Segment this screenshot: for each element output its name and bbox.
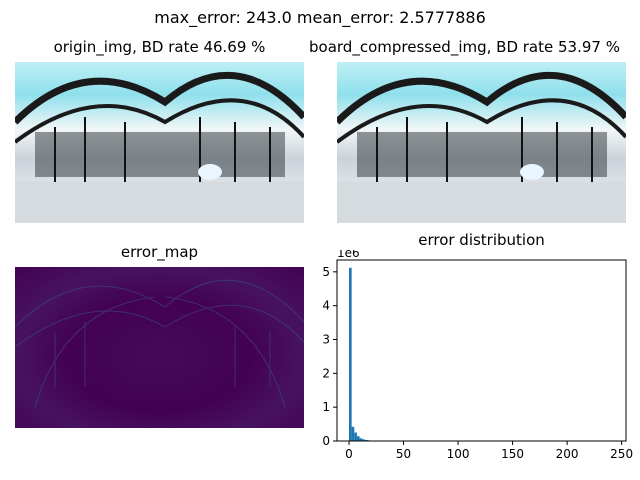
origin-image bbox=[15, 62, 304, 223]
compressed-image bbox=[337, 62, 626, 223]
x-tick-label: 50 bbox=[396, 447, 411, 461]
y-tick-label: 2 bbox=[322, 366, 330, 380]
y-tick-label: 0 bbox=[322, 434, 330, 448]
error-map-edges bbox=[15, 279, 304, 408]
histogram-chart: 0 50 100 150 200 250 0 1 2 3 4 5 1e6 bbox=[322, 250, 633, 461]
histogram-bar bbox=[356, 436, 360, 441]
x-tick-label: 100 bbox=[447, 447, 470, 461]
histogram-plot-area: 0 50 100 150 200 250 0 1 2 3 4 5 1e6 bbox=[322, 250, 633, 461]
y-tick-label: 4 bbox=[322, 299, 330, 313]
x-tick-label: 250 bbox=[610, 447, 633, 461]
origin-image-title: origin_img, BD rate 46.69 % bbox=[53, 38, 266, 56]
y-tick-label: 5 bbox=[322, 265, 330, 279]
histogram-bar bbox=[362, 439, 365, 441]
figure-suptitle: max_error: 243.0 mean_error: 2.5777886 bbox=[154, 8, 486, 27]
histogram-title: error distribution bbox=[418, 231, 545, 249]
x-tick-label: 0 bbox=[345, 447, 353, 461]
histogram-bar bbox=[351, 426, 355, 441]
compressed-image-panorama bbox=[337, 71, 626, 223]
y-tick-label: 1 bbox=[322, 400, 330, 414]
x-tick-label: 200 bbox=[556, 447, 579, 461]
error-map-image bbox=[15, 267, 304, 428]
histogram-bar bbox=[354, 432, 357, 441]
error-map-title: error_map bbox=[120, 243, 199, 261]
histogram-bar bbox=[359, 438, 363, 441]
histogram-bar bbox=[364, 439, 368, 441]
y-scale-offset-label: 1e6 bbox=[337, 250, 360, 260]
y-tick-label: 3 bbox=[322, 333, 330, 347]
histogram-frame bbox=[336, 259, 627, 442]
x-tick-label: 150 bbox=[501, 447, 524, 461]
histogram-bar bbox=[348, 267, 352, 441]
origin-image-panorama bbox=[15, 71, 304, 223]
compressed-image-title: board_compressed_img, BD rate 53.97 % bbox=[309, 38, 620, 56]
